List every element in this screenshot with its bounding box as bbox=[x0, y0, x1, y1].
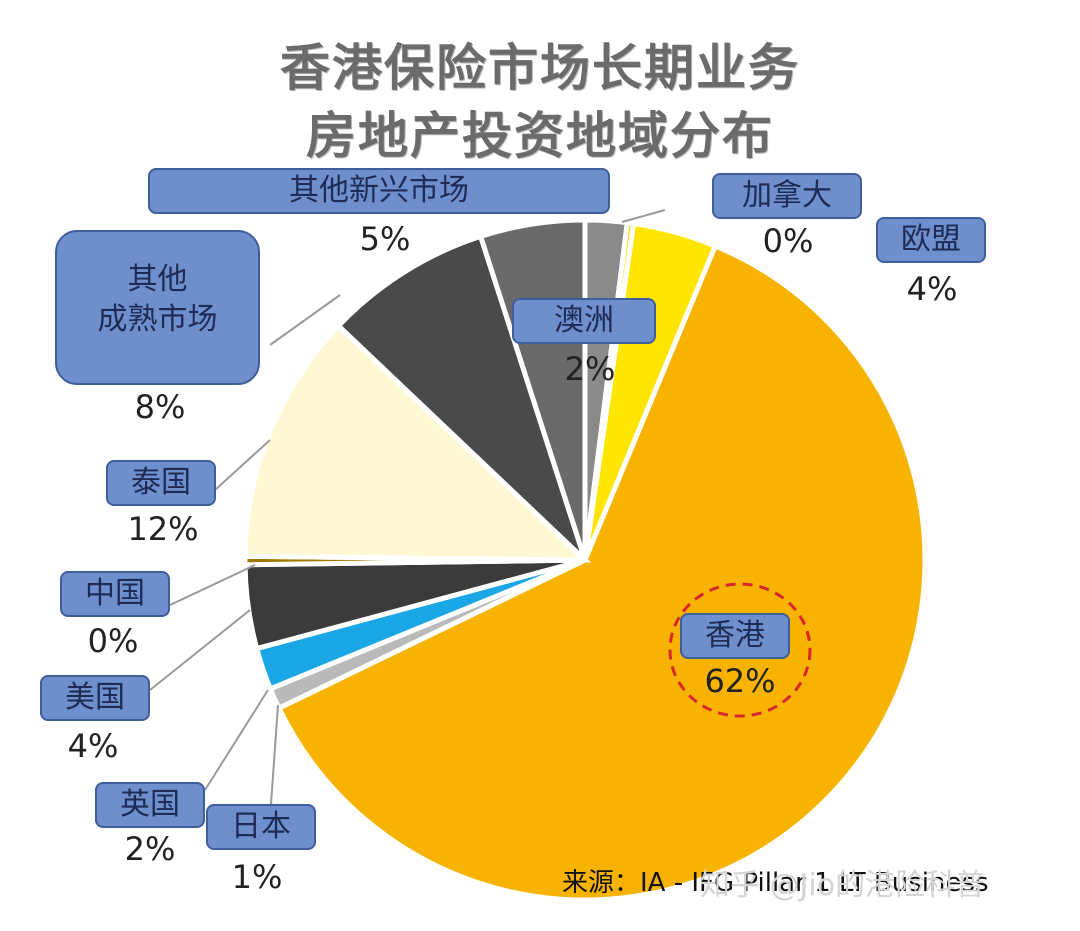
leader-line-4 bbox=[204, 689, 269, 791]
label-uk: 英国 bbox=[95, 782, 205, 828]
leader-line-1 bbox=[214, 439, 271, 491]
leader-line-6 bbox=[621, 209, 666, 223]
pct-hongkong: 62% bbox=[704, 662, 776, 700]
highlight-circle bbox=[668, 582, 812, 718]
label-australia: 澳洲 bbox=[512, 298, 656, 344]
label-china: 中国 bbox=[60, 571, 170, 617]
label-other-developed-text: 其他 成熟市场 bbox=[97, 262, 218, 337]
pct-australia: 2% bbox=[564, 350, 616, 388]
leader-line-5 bbox=[269, 704, 279, 819]
pie-slice-10 bbox=[582, 220, 719, 561]
leader-line-0 bbox=[269, 294, 341, 346]
label-japan: 日本 bbox=[206, 804, 316, 850]
pct-uk: 2% bbox=[124, 830, 176, 868]
pct-canada: 0% bbox=[762, 222, 814, 260]
label-other-developed: 其他 成熟市场 bbox=[55, 230, 260, 385]
chart-title-line2: 房地产投资地域分布 bbox=[306, 107, 774, 165]
label-other-emerging: 其他新兴市场 bbox=[148, 168, 610, 214]
label-canada: 加拿大 bbox=[712, 173, 862, 219]
pct-japan: 1% bbox=[231, 858, 283, 896]
chart-title-line1: 香港保险市场长期业务 bbox=[280, 39, 800, 97]
source-note: 来源：IA - IFG Pillar 1 LT Business bbox=[562, 868, 989, 898]
pie-slice-0 bbox=[275, 242, 928, 903]
leader-line-2 bbox=[169, 564, 256, 606]
pct-thailand: 12% bbox=[127, 510, 199, 548]
pct-eu: 4% bbox=[906, 270, 958, 308]
label-thailand: 泰国 bbox=[106, 460, 216, 506]
watermark: 知乎 @Jio的港险科普 bbox=[700, 868, 986, 903]
pie-slice-6 bbox=[334, 233, 588, 562]
pct-china: 0% bbox=[87, 622, 139, 660]
pct-other-emerging: 5% bbox=[359, 220, 411, 258]
label-hongkong: 香港 bbox=[680, 613, 790, 659]
leader-line-3 bbox=[149, 609, 251, 691]
pie-slice-5 bbox=[242, 322, 592, 563]
pct-us: 4% bbox=[67, 727, 119, 765]
label-us: 美国 bbox=[40, 675, 150, 721]
label-eu: 欧盟 bbox=[876, 217, 986, 263]
pct-other-developed: 8% bbox=[134, 388, 186, 426]
